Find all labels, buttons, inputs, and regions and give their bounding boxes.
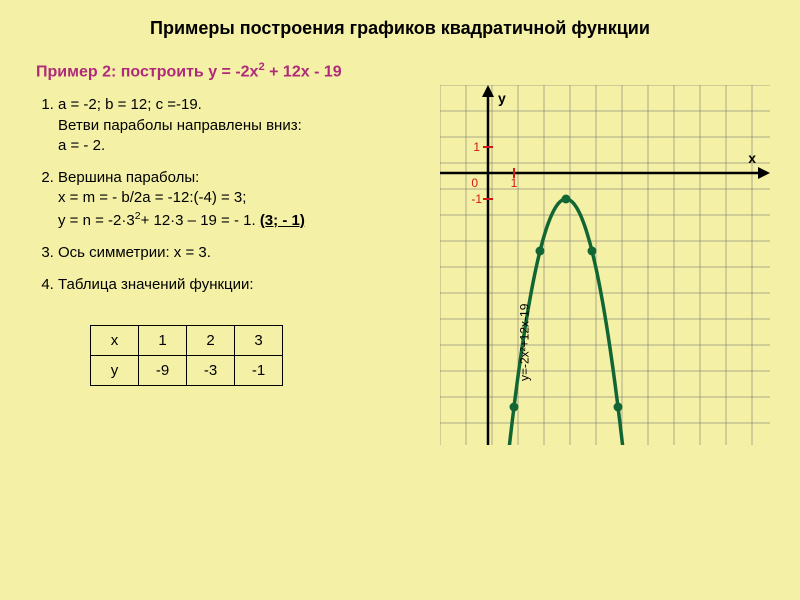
step-1-line-b: Ветви параболы направлены вниз: <box>58 117 302 134</box>
table-cell: 3 <box>235 326 283 356</box>
table-cell: -9 <box>139 356 187 386</box>
step-3: Ось симметрии: х = 3. <box>58 243 416 263</box>
svg-text:-1: -1 <box>471 192 482 206</box>
example-subtitle: Пример 2: построить у = -2х2 + 12х - 19 <box>36 61 800 81</box>
subtitle-prefix: Пример 2: построить у = -2х <box>36 63 258 80</box>
table-cell: 2 <box>187 326 235 356</box>
values-table: х 1 2 3 у -9 -3 -1 <box>90 325 283 386</box>
table-cell: -1 <box>235 356 283 386</box>
step-2: Вершина параболы: х = m = - b/2a = -12:(… <box>58 168 416 231</box>
svg-text:у: у <box>498 90 506 106</box>
table-cell: у <box>91 356 139 386</box>
svg-text:1: 1 <box>473 140 480 154</box>
step-2-vertex: (3; - 1) <box>260 212 305 229</box>
page-title: Примеры построения графиков квадратичной… <box>0 0 800 39</box>
step-2-line-c-mid: + 12·3 – 19 = - 1. <box>141 212 260 229</box>
step-2-line-c-prefix: у = n = -2·3 <box>58 212 135 229</box>
step-1-line-a: а = -2; b = 12; с =-19. <box>58 96 202 113</box>
step-2-line-b: х = m = - b/2a = -12:(-4) = 3; <box>58 189 246 206</box>
table-row: у -9 -3 -1 <box>91 356 283 386</box>
step-4: Таблица значений функции: <box>58 275 416 295</box>
step-2-line-a: Вершина параболы: <box>58 169 199 186</box>
step-1: а = -2; b = 12; с =-19. Ветви параболы н… <box>58 95 416 156</box>
svg-text:у=-2х²+12х-19: у=-2х²+12х-19 <box>517 303 531 381</box>
steps-list: а = -2; b = 12; с =-19. Ветви параболы н… <box>36 95 416 295</box>
step-1-line-c: а = - 2. <box>58 137 105 154</box>
table-cell: х <box>91 326 139 356</box>
table-cell: -3 <box>187 356 235 386</box>
svg-text:1: 1 <box>511 176 518 190</box>
parabola-chart: х у 0 1 1 -1 у=-2х²+12х-19 <box>440 85 770 445</box>
subtitle-suffix: + 12х - 19 <box>265 63 342 80</box>
svg-text:х: х <box>748 150 756 166</box>
svg-text:0: 0 <box>471 176 478 190</box>
table-row: х 1 2 3 <box>91 326 283 356</box>
table-cell: 1 <box>139 326 187 356</box>
